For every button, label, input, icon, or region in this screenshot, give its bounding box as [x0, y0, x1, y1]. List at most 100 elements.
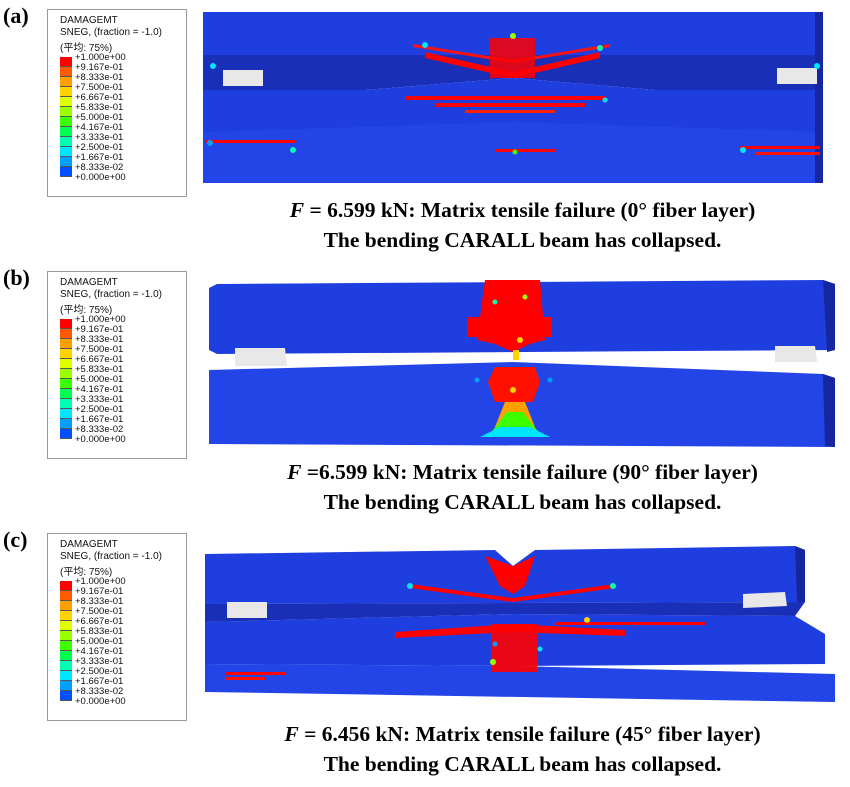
legend-tick-label: +8.333e-01 [75, 334, 124, 345]
legend-tick-label: +3.333e-01 [75, 656, 124, 667]
legend-title: DAMAGEMT [60, 539, 118, 550]
beam-contour-plot-a [203, 12, 823, 183]
caption-line-1: F = 6.599 kN: Matrix tensile failure (0°… [195, 198, 850, 223]
legend-color-swatch [60, 419, 72, 429]
legend-color-swatch [60, 349, 72, 359]
legend-tick-label: +5.000e-01 [75, 112, 124, 123]
legend-tick-label: +2.500e-01 [75, 404, 124, 415]
legend-tick-label: +5.000e-01 [75, 374, 124, 385]
void-right [775, 346, 817, 362]
damage-zone-c [225, 556, 705, 680]
legend-color-swatch [60, 601, 72, 611]
legend-ticks: +1.000e+00 +9.167e-01 +8.333e-01 +7.500e-01… [75, 577, 126, 707]
caption-line-2: The bending CARALL beam has collapsed. [323, 752, 722, 776]
legend-color-swatch [60, 681, 72, 691]
damage-legend: DAMAGEMT SNEG, (fraction = -1.0) (平均: 75… [47, 9, 187, 197]
legend-color-swatch [60, 611, 72, 621]
legend-tick-label: +1.000e+00 [75, 576, 126, 587]
panel-label: (c) [3, 527, 28, 552]
legend-color-swatch [60, 107, 72, 117]
legend-tick-label: +6.667e-01 [75, 616, 124, 627]
legend-tick-label: +7.500e-01 [75, 344, 124, 355]
legend-tick-label: +0.000e+00 [75, 696, 126, 707]
legend-color-swatch [60, 691, 72, 701]
legend-variable: SNEG, (fraction = -1.0) [60, 27, 162, 38]
legend-tick-label: +2.500e-01 [75, 142, 124, 153]
legend-tick-label: +7.500e-01 [75, 82, 124, 93]
legend-colorbar [60, 581, 72, 701]
legend-color-swatch [60, 359, 72, 369]
legend-color-swatch [60, 429, 72, 439]
legend-color-swatch [60, 369, 72, 379]
legend-tick-label: +4.167e-01 [75, 646, 124, 657]
legend-tick-label: +5.833e-01 [75, 102, 124, 113]
legend-color-swatch [60, 167, 72, 177]
beam-contour-plot-b [209, 280, 835, 447]
damage-legend: DAMAGEMT SNEG, (fraction = -1.0) (平均: 75… [47, 533, 187, 721]
legend-tick-label: +9.167e-01 [75, 586, 124, 597]
panel-a: (a) DAMAGEMT SNEG, (fraction = -1.0) (平均… [0, 0, 850, 262]
legend-tick-label: +8.333e-01 [75, 596, 124, 607]
caption-line-1: F = 6.456 kN: Matrix tensile failure (45… [195, 722, 850, 747]
legend-color-swatch [60, 127, 72, 137]
legend-tick-label: +8.333e-02 [75, 162, 124, 173]
legend-colorbar [60, 319, 72, 439]
legend-color-swatch [60, 621, 72, 631]
legend-tick-label: +6.667e-01 [75, 92, 124, 103]
legend-tick-label: +5.833e-01 [75, 626, 124, 637]
legend-color-swatch [60, 651, 72, 661]
legend-tick-label: +5.000e-01 [75, 636, 124, 647]
caption-text: = 6.599 kN: Matrix tensile failure (0° f… [304, 198, 756, 222]
legend-color-swatch [60, 671, 72, 681]
legend-tick-label: +1.667e-01 [75, 676, 124, 687]
legend-color-swatch [60, 399, 72, 409]
legend-tick-label: +1.000e+00 [75, 314, 126, 325]
legend-color-swatch [60, 631, 72, 641]
legend-color-swatch [60, 329, 72, 339]
legend-color-swatch [60, 57, 72, 67]
legend-color-swatch [60, 157, 72, 167]
legend-color-swatch [60, 77, 72, 87]
void-right [743, 592, 787, 608]
legend-color-swatch [60, 591, 72, 601]
void-left [227, 602, 267, 618]
force-symbol: F [284, 722, 299, 746]
legend-averaging: (平均: 75%) [60, 305, 113, 316]
legend-variable: SNEG, (fraction = -1.0) [60, 551, 162, 562]
legend-averaging: (平均: 75%) [60, 43, 113, 54]
caption-text: = 6.456 kN: Matrix tensile failure (45° … [298, 722, 761, 746]
void-left [235, 348, 287, 366]
legend-tick-label: +1.000e+00 [75, 52, 126, 63]
legend-color-swatch [60, 87, 72, 97]
legend-ticks: +1.000e+00 +9.167e-01 +8.333e-01 +7.500e-01… [75, 315, 126, 445]
legend-tick-label: +4.167e-01 [75, 122, 124, 133]
legend-tick-label: +2.500e-01 [75, 666, 124, 677]
damage-zone-b [467, 280, 553, 437]
panel-label: (b) [3, 265, 30, 290]
legend-color-swatch [60, 581, 72, 591]
damage-legend: DAMAGEMT SNEG, (fraction = -1.0) (平均: 75… [47, 271, 187, 459]
legend-tick-label: +8.333e-01 [75, 72, 124, 83]
legend-tick-label: +7.500e-01 [75, 606, 124, 617]
legend-variable: SNEG, (fraction = -1.0) [60, 289, 162, 300]
legend-color-swatch [60, 147, 72, 157]
legend-color-swatch [60, 641, 72, 651]
force-symbol: F [287, 460, 302, 484]
damage-zone-a [205, 33, 820, 155]
caption-text: =6.599 kN: Matrix tensile failure (90° f… [301, 460, 758, 484]
legend-ticks: +1.000e+00 +9.167e-01 +8.333e-01 +7.500e-01… [75, 53, 126, 183]
legend-tick-label: +1.667e-01 [75, 414, 124, 425]
legend-tick-label: +6.667e-01 [75, 354, 124, 365]
void-left [223, 70, 263, 86]
void-right [777, 68, 817, 84]
legend-color-swatch [60, 97, 72, 107]
legend-tick-label: +3.333e-01 [75, 132, 124, 143]
panel-label: (a) [3, 3, 29, 28]
legend-title: DAMAGEMT [60, 277, 118, 288]
legend-tick-label: +8.333e-02 [75, 424, 124, 435]
panel-b: (b) DAMAGEMT SNEG, (fraction = -1.0) (平均… [0, 262, 850, 524]
legend-color-swatch [60, 67, 72, 77]
legend-color-swatch [60, 137, 72, 147]
legend-tick-label: +0.000e+00 [75, 172, 126, 183]
legend-color-swatch [60, 117, 72, 127]
